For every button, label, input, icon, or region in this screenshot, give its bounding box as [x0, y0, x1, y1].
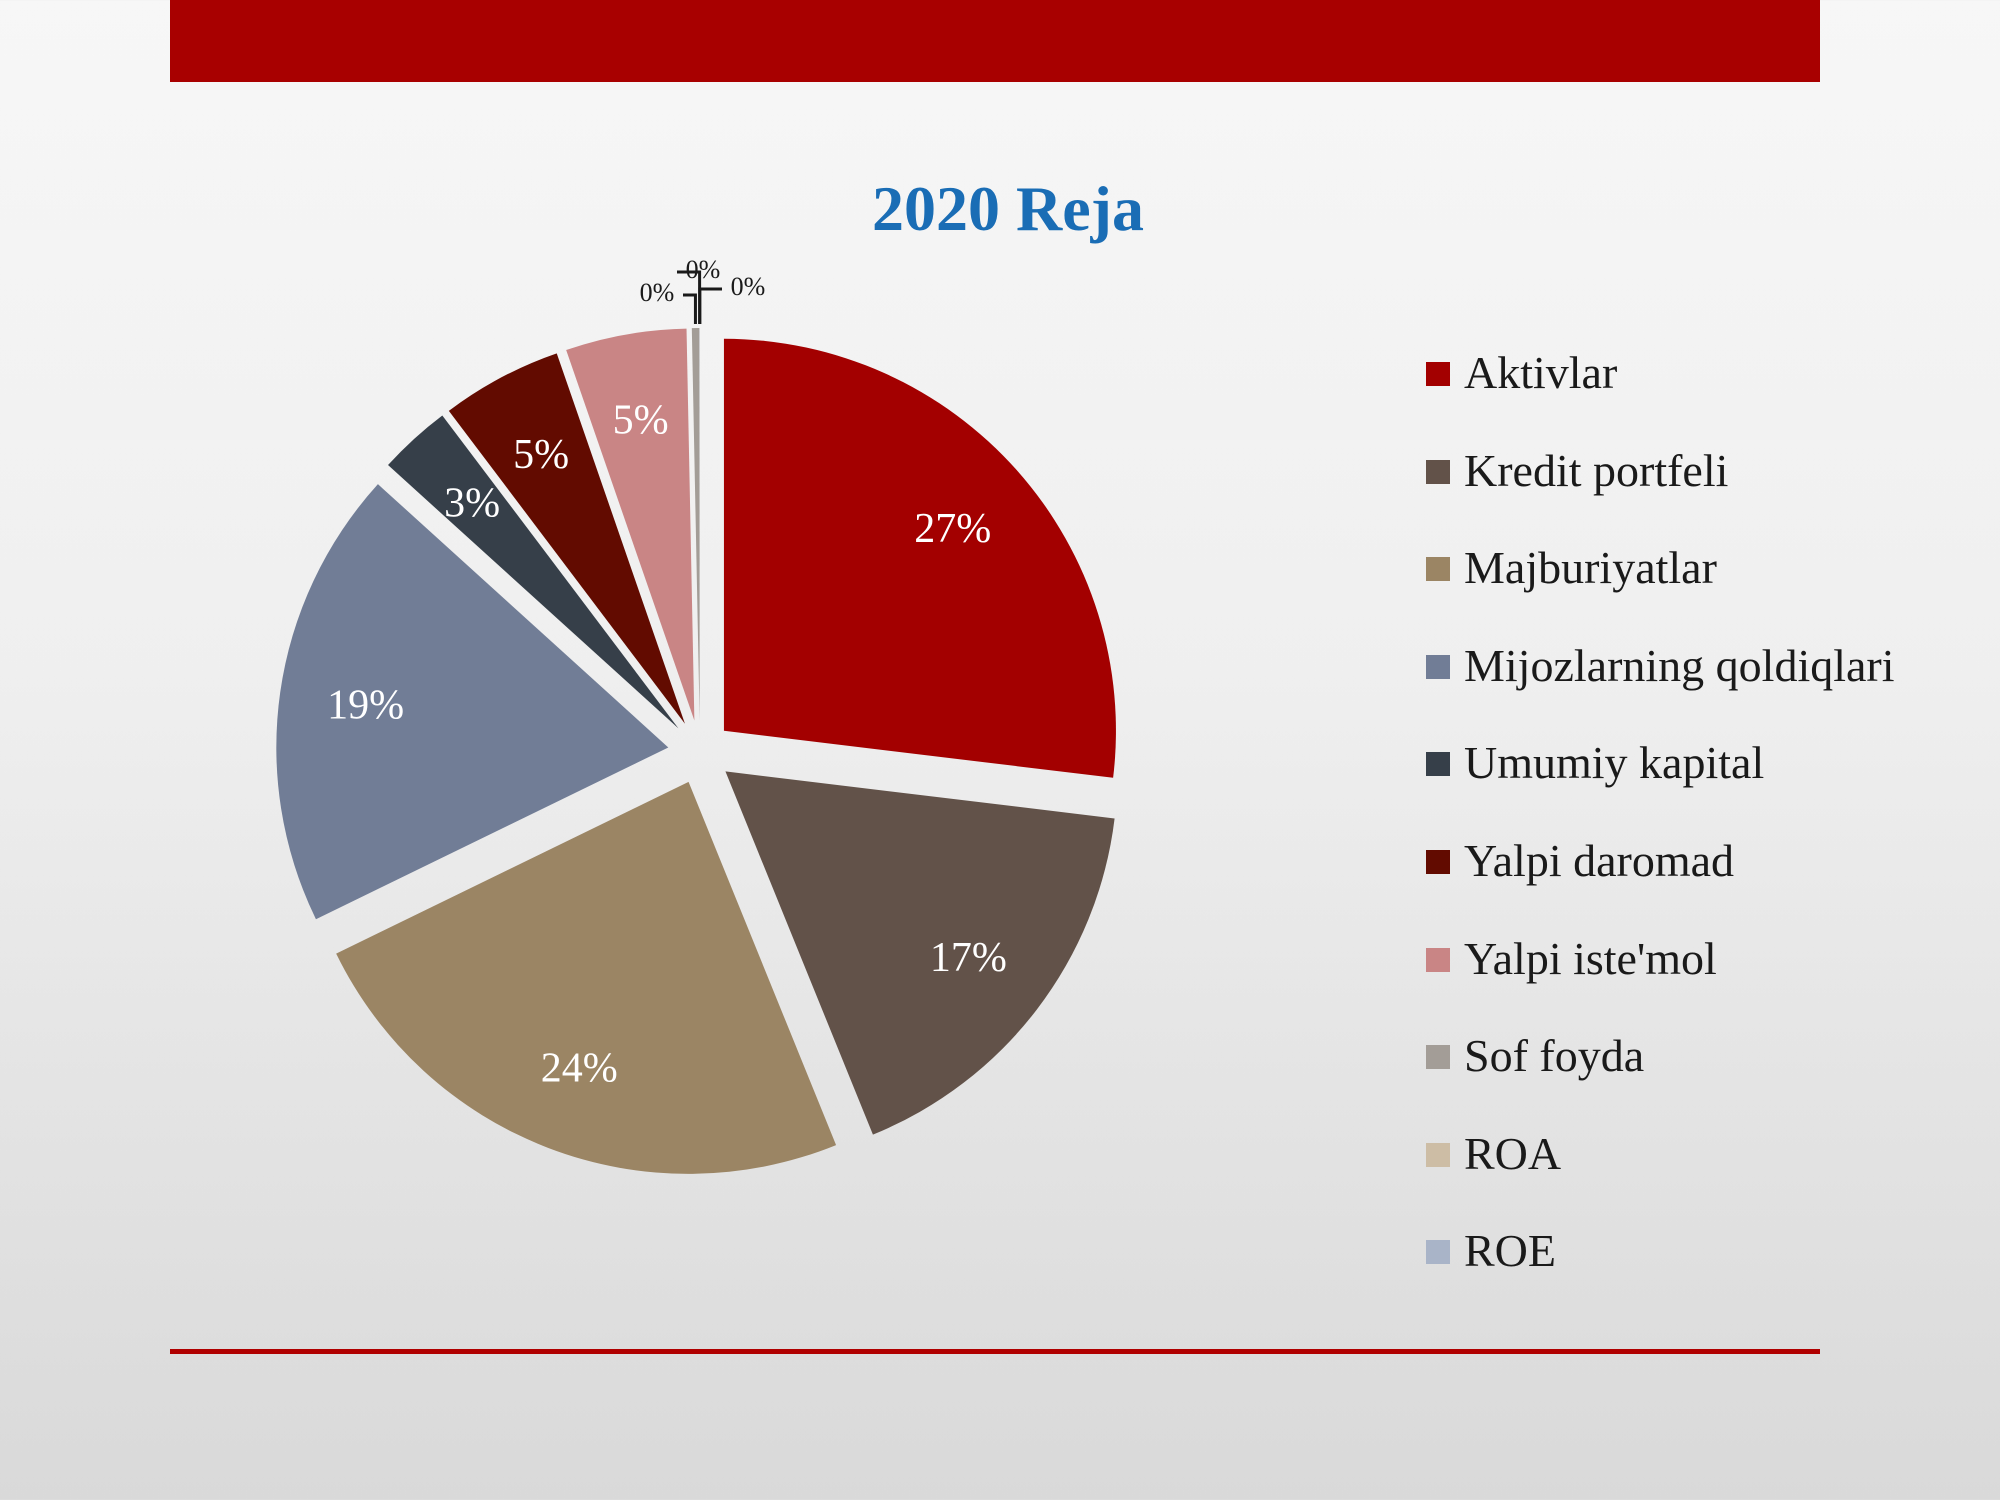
legend-item-umumiy-kapital: Umumiy kapital [1426, 736, 1986, 834]
legend-label: Aktivlar [1464, 347, 1618, 398]
legend-item-roe: ROE [1426, 1224, 1986, 1322]
data-label-yalpi-iste-mol: 5% [613, 397, 669, 443]
pie-slice-umumiy-kapital [388, 415, 679, 729]
legend-item-roa: ROA [1426, 1127, 1986, 1225]
legend: Aktivlar Kredit portfeli Majburiyatlar Mijo… [1426, 346, 1986, 1322]
legend-swatch [1426, 1045, 1450, 1070]
data-label-kredit-portfeli: 17% [930, 935, 1007, 981]
leader-line-sof-foyda [683, 293, 697, 325]
legend-label: ROA [1464, 1127, 1562, 1179]
legend-swatch [1426, 1240, 1450, 1265]
pie-slice-sof-foyda [691, 328, 700, 721]
data-label-mijozlarning-qoldiqlari: 19% [327, 682, 404, 728]
legend-item-mijozlarning-qoldiqlari: Mijozlarning qoldiqlari [1426, 639, 1986, 737]
legend-label: ROE [1464, 1225, 1556, 1277]
leader-line-roe [698, 287, 722, 325]
data-label-sof-foyda: 0% [640, 278, 675, 307]
legend-swatch [1426, 752, 1450, 777]
legend-label: Yalpi daromad [1464, 834, 1735, 886]
pie-slices [276, 328, 1116, 1174]
legend-label: Sof foyda [1464, 1030, 1645, 1082]
legend-item-sof-foyda: Sof foyda [1426, 1029, 1986, 1127]
legend-label: Majburiyatlar [1464, 542, 1717, 594]
legend-item-majburiyatlar: Majburiyatlar [1426, 541, 1986, 639]
legend-label: Kredit portfeli [1464, 444, 1729, 496]
pie-slice-yalpi-iste-mol [566, 328, 695, 721]
data-label-yalpi-daromad: 5% [513, 432, 569, 478]
pie-slice-majburiyatlar [336, 781, 837, 1174]
data-labels: 27% 17% 24% 19% 3% 5% 5% 0% 0% 0% [327, 255, 1007, 1091]
data-label-roe: 0% [731, 272, 766, 301]
legend-item-kredit-portfeli: Kredit portfeli [1426, 444, 1986, 542]
legend-swatch [1426, 557, 1450, 582]
legend-label: Umumiy kapital [1464, 737, 1765, 789]
legend-label: Mijozlarning qoldiqlari [1464, 639, 1895, 691]
legend-swatch [1426, 459, 1450, 484]
leader-lines [677, 270, 722, 325]
legend-swatch [1426, 362, 1450, 386]
legend-label: Yalpi iste'mol [1464, 932, 1717, 984]
data-label-roa: 0% [686, 255, 721, 284]
pie-slice-mijozlarning-qoldiqlari [276, 484, 669, 920]
bottom-accent-line [170, 1349, 1820, 1354]
data-label-majburiyatlar: 24% [541, 1045, 618, 1091]
legend-swatch [1426, 654, 1450, 679]
chart-title: 2020 Reja [872, 173, 1144, 244]
legend-swatch [1426, 947, 1450, 972]
pie-slice-yalpi-daromad [448, 353, 685, 724]
top-accent-bar [170, 0, 1820, 82]
data-label-umumiy-kapital: 3% [444, 481, 500, 527]
legend-swatch [1426, 1142, 1450, 1167]
legend-swatch [1426, 849, 1450, 874]
data-label-aktivlar: 27% [914, 506, 991, 552]
pie-slice-aktivlar [723, 338, 1116, 778]
legend-item-yalpi-iste-mol: Yalpi iste'mol [1426, 932, 1986, 1030]
legend-item-aktivlar: Aktivlar [1426, 346, 1986, 444]
legend-item-yalpi-daromad: Yalpi daromad [1426, 834, 1986, 932]
pie-slice-kredit-portfeli [725, 771, 1115, 1135]
